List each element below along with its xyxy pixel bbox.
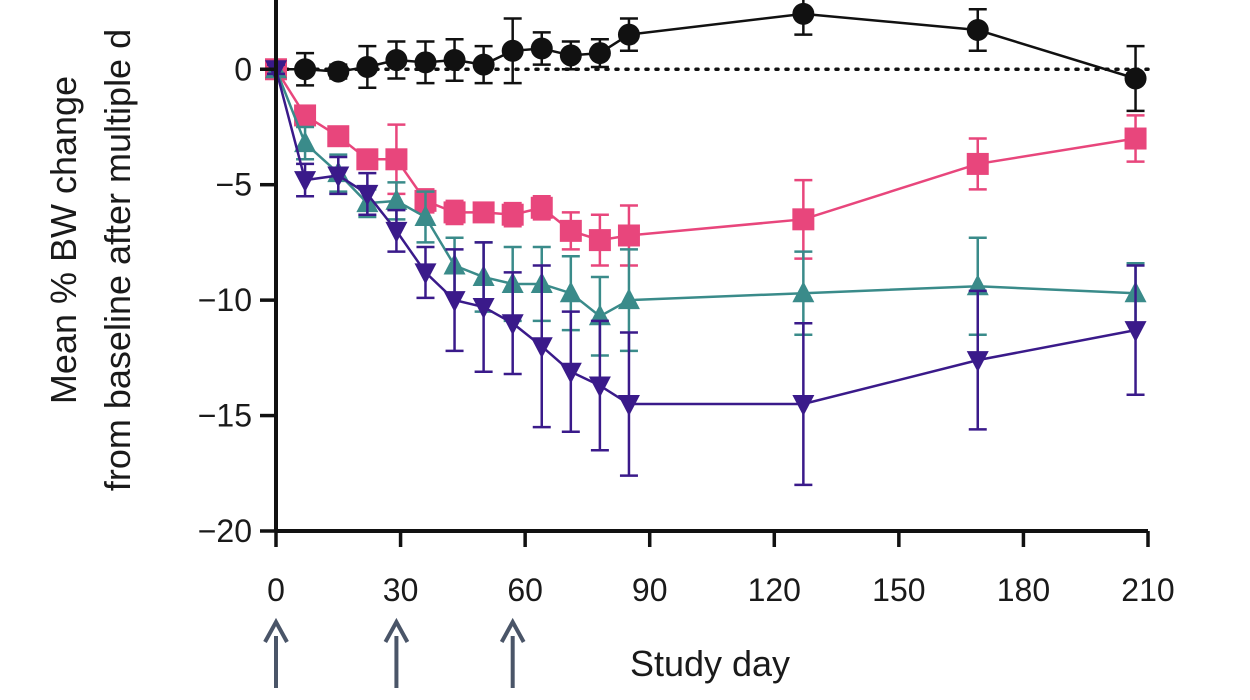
data-point	[617, 395, 640, 417]
x-axis-title: Study day	[630, 643, 790, 684]
dose-arrow-icon	[383, 617, 410, 688]
y-tick-label: −10	[198, 282, 252, 318]
y-axis-title-line1: Mean % BW change	[43, 76, 84, 404]
data-point	[385, 221, 408, 243]
dose-arrow-head	[263, 617, 289, 643]
data-point	[501, 39, 524, 62]
data-point	[356, 148, 379, 171]
data-point	[356, 55, 379, 78]
y-axis-title-line2: from baseline after multiple d	[97, 29, 138, 491]
data-point	[443, 49, 466, 72]
dose-arrow-icon	[499, 617, 526, 688]
dose-arrow-icon	[263, 617, 289, 688]
series-triangle-up	[265, 57, 1147, 357]
data-point	[294, 171, 317, 193]
data-point	[559, 362, 582, 384]
x-tick-label: 60	[507, 572, 543, 608]
dose-arrow-head	[383, 617, 410, 643]
data-point	[327, 125, 350, 148]
data-point	[792, 208, 815, 231]
y-tick-label: −15	[198, 398, 252, 434]
data-point	[501, 314, 524, 336]
data-point	[327, 166, 350, 188]
data-point	[443, 291, 466, 313]
series-triangle-down	[265, 60, 1147, 487]
series-circle	[265, 0, 1147, 113]
data-point	[472, 53, 495, 76]
data-point	[414, 51, 437, 74]
dose-arrows	[263, 617, 526, 688]
data-point	[530, 196, 553, 219]
x-tick-label: 210	[1121, 572, 1174, 608]
x-tick-label: 90	[632, 572, 668, 608]
data-point	[414, 205, 437, 227]
x-tick-label: 180	[997, 572, 1050, 608]
series-line	[276, 12, 1136, 80]
x-tick-label: 120	[748, 572, 801, 608]
data-point	[792, 281, 815, 303]
x-tick-label: 0	[267, 572, 285, 608]
data-point	[1124, 67, 1147, 90]
data-point	[327, 60, 350, 83]
data-point	[559, 281, 582, 303]
data-point	[617, 23, 640, 46]
data-point	[530, 37, 553, 60]
data-point	[530, 337, 553, 359]
data-point	[385, 188, 408, 210]
data-point	[294, 131, 317, 153]
data-point	[966, 351, 989, 373]
data-point	[617, 288, 640, 310]
data-point	[385, 148, 408, 171]
data-point	[294, 58, 317, 81]
data-point	[559, 44, 582, 67]
y-ticks: 0 −5 −10 −15 −20	[198, 51, 276, 549]
x-tick-label: 30	[383, 572, 419, 608]
dose-arrow-head	[499, 617, 526, 643]
data-point	[472, 201, 495, 224]
series-line	[274, 68, 1136, 318]
x-ticks: 0 30 60 90 120 150 180 210	[267, 531, 1175, 608]
data-point	[1124, 321, 1147, 343]
series-line	[274, 68, 1136, 242]
x-tick-label: 150	[872, 572, 925, 608]
data-point	[588, 229, 611, 252]
data-point	[501, 203, 524, 226]
data-point	[356, 184, 379, 206]
data-point	[294, 104, 317, 127]
axes	[274, 0, 1148, 533]
series-layer	[265, 0, 1147, 487]
data-point	[385, 49, 408, 72]
data-point	[966, 19, 989, 42]
data-point	[443, 201, 466, 224]
y-tick-label: 0	[234, 51, 252, 87]
y-tick-label: −5	[216, 167, 252, 203]
data-point	[414, 263, 437, 285]
y-tick-label: −20	[198, 513, 252, 549]
data-point	[588, 42, 611, 65]
data-point	[588, 376, 611, 398]
series-line	[274, 68, 1136, 406]
data-point	[792, 395, 815, 417]
data-point	[1124, 127, 1147, 150]
data-point	[472, 298, 495, 320]
data-point	[559, 219, 582, 242]
data-point	[792, 2, 815, 25]
data-point	[617, 224, 640, 247]
data-point	[966, 152, 989, 175]
